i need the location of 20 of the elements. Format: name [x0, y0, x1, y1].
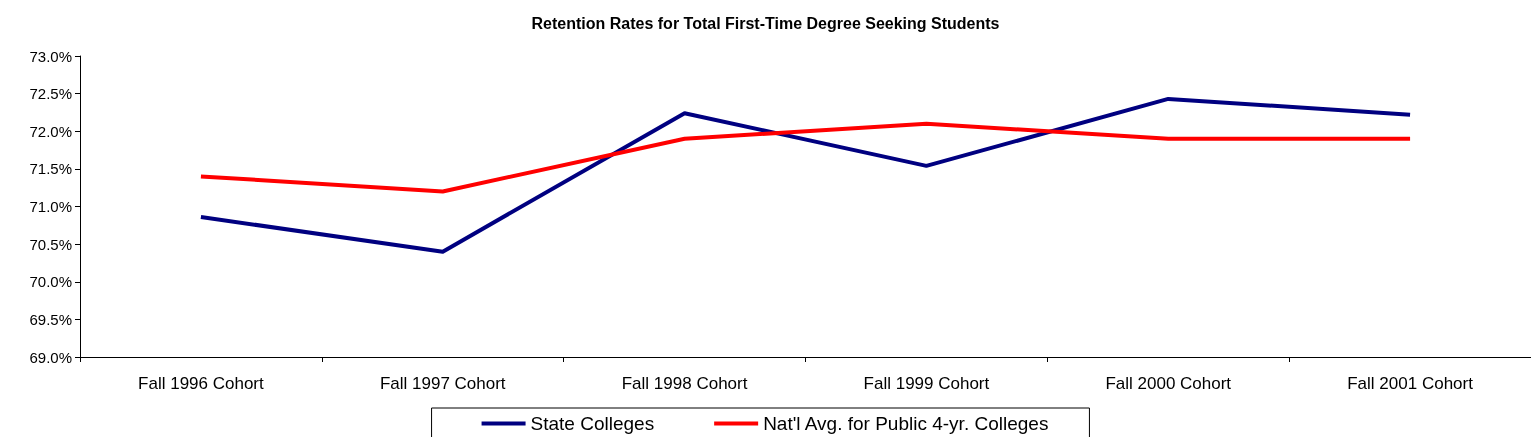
y-tick-label: 69.0%: [29, 348, 72, 366]
x-tick-label: Fall 1997 Cohort: [379, 374, 506, 393]
y-tick-label: 71.0%: [29, 198, 72, 215]
line-series: [198, 121, 1413, 194]
y-tick-label: 72.0%: [29, 122, 72, 140]
legend-label: Nat'l Avg. for Public 4-yr. Colleges: [763, 413, 1049, 434]
x-tick-label: Fall 1998 Cohort: [621, 374, 748, 393]
x-tick-label: Fall 1999 Cohort: [863, 374, 990, 393]
y-tick-label: 69.5%: [29, 310, 72, 328]
legend-label: State Colleges: [530, 413, 655, 434]
y-tick-label: 70.0%: [29, 273, 72, 291]
line-series: [198, 96, 1413, 254]
x-tick-label: Fall 1996 Cohort: [138, 374, 265, 393]
x-tick-label: Fall 2000 Cohort: [1105, 374, 1232, 393]
y-tick-label: 73.0%: [29, 47, 72, 65]
y-tick-label: 70.5%: [29, 235, 72, 253]
y-tick-label: 71.5%: [29, 160, 72, 178]
chart-title: Retention Rates for Total First-Time Degree Seeking Students: [531, 14, 1000, 32]
y-tick-label: 72.5%: [29, 85, 72, 103]
x-tick-label: Fall 2001 Cohort: [1347, 374, 1474, 393]
